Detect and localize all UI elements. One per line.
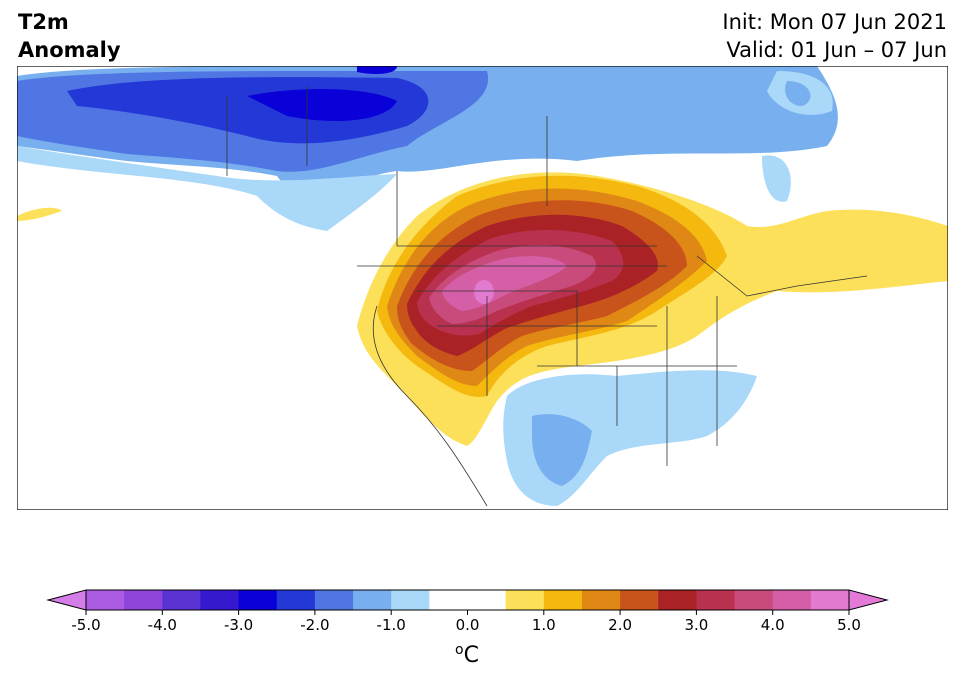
- colorbar-tick-label: -1.0: [377, 616, 406, 634]
- map-title: T2m Anomaly: [18, 8, 121, 64]
- cold-anomaly-south: [503, 370, 757, 506]
- colorbar-tick-label: -3.0: [224, 616, 253, 634]
- title-line1: T2m: [18, 10, 69, 34]
- colorbar-tick-label: 2.0: [608, 616, 632, 634]
- colorbar: -5.0 -4.0 -3.0 -2.0 -1.0 0.0 1.0 2.0 3.0 4.0 5.0 o…: [46, 589, 889, 668]
- date-info: Init: Mon 07 Jun 2021 Valid: 01 Jun – 07…: [722, 8, 947, 64]
- colorbar-unit: oC: [455, 642, 479, 668]
- warm-anomaly-central: [357, 172, 948, 447]
- colorbar-swatch: [86, 590, 125, 610]
- colorbar-swatch: [505, 590, 545, 610]
- colorbar-swatch: [429, 590, 468, 610]
- cold-anomaly-north: [17, 66, 838, 231]
- colorbar-tick-label: 3.0: [684, 616, 708, 634]
- colorbar-swatch: [276, 590, 316, 610]
- colorbar-tick-label: 1.0: [532, 616, 556, 634]
- colorbar-swatch: [391, 590, 430, 610]
- colorbar-swatch: [620, 590, 659, 610]
- colorbar-swatch: [124, 590, 163, 610]
- init-label: Init: Mon 07 Jun 2021: [722, 10, 947, 34]
- colorbar-swatch: [658, 590, 697, 610]
- colorbar-swatch: [162, 590, 201, 610]
- colorbar-extend-low: [46, 589, 87, 611]
- colorbar-tick-label: -4.0: [148, 616, 177, 634]
- colorbar-swatch: [200, 590, 240, 610]
- colorbar-swatches: [46, 589, 889, 611]
- colorbar-tick-label: 5.0: [837, 616, 861, 634]
- colorbar-ticks: -5.0 -4.0 -3.0 -2.0 -1.0 0.0 1.0 2.0 3.0 4.0 5.0: [71, 610, 861, 634]
- colorbar-swatch: [543, 590, 583, 610]
- colorbar-extend-high: [848, 589, 889, 611]
- colorbar-swatch: [314, 590, 354, 610]
- colorbar-swatch: [772, 590, 812, 610]
- valid-label: Valid: 01 Jun – 07 Jun: [726, 38, 947, 62]
- colorbar-swatch: [238, 590, 278, 610]
- colorbar-tick-label: 4.0: [761, 616, 785, 634]
- colorbar-tick-label: -2.0: [300, 616, 329, 634]
- borders: [226, 86, 868, 507]
- colorbar-swatch: [734, 590, 774, 610]
- colorbar-tick-label: -5.0: [71, 616, 100, 634]
- title-line2: Anomaly: [18, 38, 121, 62]
- colorbar-swatch: [467, 590, 507, 610]
- colorbar-swatch: [696, 590, 736, 610]
- colorbar-swatch: [581, 590, 621, 610]
- colorbar-tick-label: 0.0: [456, 616, 480, 634]
- colorbar-swatch: [353, 590, 392, 610]
- colorbar-swatch: [810, 590, 850, 610]
- anomaly-map: [17, 66, 948, 510]
